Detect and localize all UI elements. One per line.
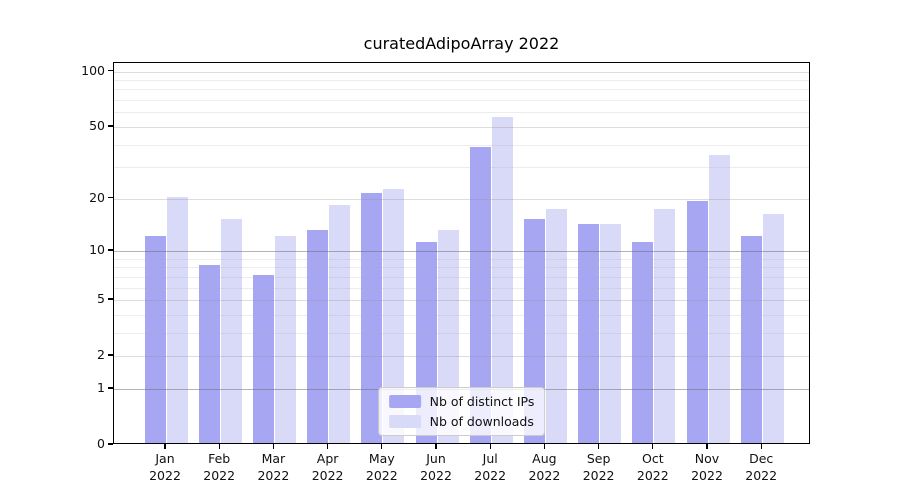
bar-distinct-ips-dec <box>740 235 762 443</box>
x-axis-tick-label: Dec 2022 <box>745 451 778 483</box>
y-axis-tick-label: 1 <box>97 379 105 395</box>
gridline-major <box>114 300 809 301</box>
gridline-minor <box>114 144 809 146</box>
bar-downloads-aug <box>545 209 567 443</box>
gridline-minor <box>114 287 809 289</box>
gridline-minor <box>114 276 809 278</box>
gridline-minor <box>114 167 809 169</box>
gridline-major <box>114 71 809 73</box>
legend-row-distinct-ips: Nb of distinct IPs <box>388 394 535 409</box>
x-axis-tick-label: Sep 2022 <box>582 451 615 483</box>
x-axis-tick-label: May 2022 <box>365 451 398 483</box>
y-axis-tick-mark <box>108 298 113 300</box>
bar-downloads-sep <box>600 223 622 443</box>
x-axis-tick-label: Feb 2022 <box>203 451 236 483</box>
x-axis-tick-mark <box>164 444 166 449</box>
gridline-minor <box>114 80 809 81</box>
gridline-minor <box>114 267 809 269</box>
x-axis-tick-label: Nov 2022 <box>691 451 723 483</box>
bar-distinct-ips-nov <box>686 200 708 443</box>
y-axis-tick-label: 0 <box>97 436 105 451</box>
legend: Nb of distinct IPs Nb of downloads <box>377 387 546 436</box>
x-axis-tick-mark <box>381 444 383 449</box>
gridline-minor <box>114 89 809 91</box>
chart-title: curatedAdipoArray 2022 <box>363 34 560 53</box>
x-axis-tick-mark <box>543 444 546 449</box>
bar-distinct-ips-aug <box>523 218 545 443</box>
x-axis-tick-mark <box>326 444 329 449</box>
bar-distinct-ips-jul <box>469 146 491 443</box>
legend-row-downloads: Nb of downloads <box>388 414 535 429</box>
gridline-major <box>114 198 809 200</box>
gridline-major <box>114 126 809 128</box>
y-axis-tick-mark <box>108 354 113 356</box>
x-axis-tick-label: Aug 2022 <box>528 451 561 483</box>
bar-downloads-oct <box>654 209 676 443</box>
x-axis-tick-mark <box>272 444 275 449</box>
x-axis-tick-label: Mar 2022 <box>257 451 290 483</box>
y-axis-tick-label: 2 <box>97 347 105 363</box>
legend-swatch-downloads <box>388 415 421 428</box>
gridline-minor <box>114 100 809 102</box>
bar-distinct-ips-mar <box>252 274 274 443</box>
bar-distinct-ips-sep <box>578 223 600 443</box>
y-axis-tick-label: 20 <box>89 189 105 205</box>
gridline-minor <box>114 112 809 114</box>
legend-label-distinct-ips: Nb of distinct IPs <box>429 394 535 409</box>
bar-downloads-may <box>383 189 405 443</box>
bar-distinct-ips-jan <box>144 235 166 443</box>
bar-downloads-feb <box>220 218 242 443</box>
y-axis-tick-mark <box>108 197 113 199</box>
gridline-minor <box>114 258 809 260</box>
bar-downloads-mar <box>274 235 296 443</box>
y-axis-tick-label: 10 <box>89 242 105 257</box>
x-axis-tick-label: Jan 2022 <box>149 451 181 483</box>
y-axis-tick-label: 5 <box>97 291 105 306</box>
bar-distinct-ips-feb <box>198 265 220 443</box>
x-axis-tick-mark <box>652 444 654 449</box>
y-axis-tick-mark <box>108 125 113 127</box>
y-axis-tick-mark <box>108 387 113 389</box>
gridline-minor <box>114 332 809 334</box>
bar-downloads-jul <box>491 117 513 443</box>
legend-label-downloads: Nb of downloads <box>429 414 534 429</box>
x-axis-tick-label: Apr 2022 <box>311 451 344 483</box>
x-axis-tick-mark <box>760 444 762 449</box>
gridline-major <box>114 251 809 252</box>
x-axis-tick-label: Jun 2022 <box>420 451 452 483</box>
x-axis-tick-label: Oct 2022 <box>636 451 669 483</box>
x-axis-tick-mark <box>489 444 491 449</box>
x-axis-tick-mark <box>218 444 220 449</box>
gridline-major <box>114 356 809 358</box>
bar-downloads-apr <box>329 204 351 443</box>
bar-distinct-ips-may <box>361 192 383 443</box>
x-axis-tick-mark <box>597 444 600 449</box>
bar-downloads-dec <box>762 213 784 443</box>
bar-downloads-nov <box>708 155 730 443</box>
y-axis-tick-label: 50 <box>89 117 105 133</box>
bar-distinct-ips-oct <box>632 241 654 443</box>
y-axis-tick-mark <box>108 69 113 72</box>
plot-area: Nb of distinct IPs Nb of downloads <box>113 62 810 444</box>
y-axis-tick-mark <box>108 443 113 445</box>
gridline-minor <box>114 314 809 316</box>
x-axis-tick-mark <box>706 444 708 449</box>
legend-swatch-distinct-ips <box>388 395 421 408</box>
y-axis-tick-mark <box>108 249 113 251</box>
x-axis-tick-mark <box>435 444 437 449</box>
x-axis-tick-label: Jul 2022 <box>474 451 507 483</box>
y-axis-tick-label: 100 <box>81 62 105 78</box>
bar-downloads-jan <box>166 196 188 443</box>
bar-distinct-ips-apr <box>307 229 329 443</box>
